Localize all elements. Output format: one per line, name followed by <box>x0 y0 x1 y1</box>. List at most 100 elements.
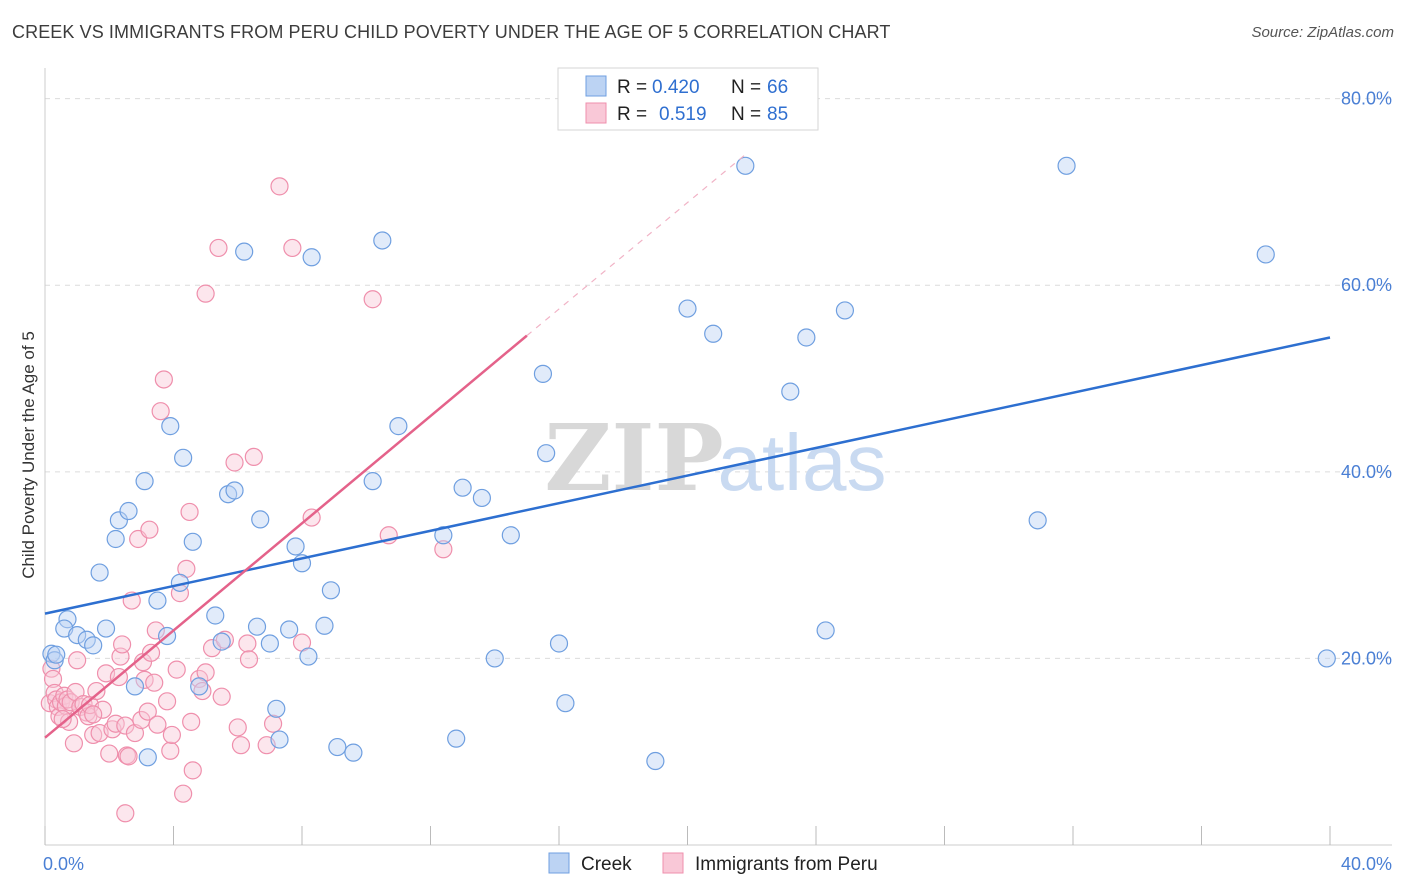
peru-point-54 <box>174 784 193 803</box>
peru-point-13 <box>64 734 84 753</box>
legend-r-value-creek: 0.420 <box>652 77 700 98</box>
peru-point-47 <box>151 402 170 421</box>
peru-point-66 <box>215 630 234 649</box>
creek-point-46 <box>447 729 466 748</box>
peru-point-79 <box>363 290 382 309</box>
peru-point-51 <box>162 725 181 745</box>
peru-point-64 <box>209 238 228 258</box>
peru-point-76 <box>283 238 302 258</box>
creek-point-22 <box>190 677 209 696</box>
peru-point-49 <box>157 692 177 711</box>
y-tick-label-60: 60.0% <box>1341 275 1392 295</box>
chart-title: CREEK VS IMMIGRANTS FROM PERU CHILD POVE… <box>12 22 891 42</box>
creek-point-43 <box>373 231 392 250</box>
y-tick-labels: 20.0% 40.0% 60.0% 80.0% <box>1341 89 1392 669</box>
creek-point-59 <box>781 382 800 401</box>
peru-point-24 <box>93 700 112 719</box>
peru-point-63 <box>202 639 222 658</box>
peru-trend-extension <box>526 154 746 337</box>
creek-point-39 <box>321 581 341 600</box>
peru-point-70 <box>238 634 257 653</box>
x-tick-labels: 0.0% 40.0% <box>43 854 1392 874</box>
y-tick-label-80: 80.0% <box>1341 89 1392 109</box>
peru-point-57 <box>182 712 201 731</box>
peru-point-81 <box>434 540 453 559</box>
creek-trend-line <box>44 336 1331 615</box>
creek-point-48 <box>472 488 491 508</box>
peru-point-82 <box>116 804 135 823</box>
creek-point-5 <box>68 625 87 645</box>
x-tick-label-max: 40.0% <box>1341 854 1392 874</box>
creek-point-36 <box>299 647 318 666</box>
creek-point-27 <box>235 242 254 261</box>
y-axis-label: Child Poverty Under the Age of 5 <box>19 331 38 579</box>
creek-point-13 <box>125 677 145 696</box>
peru-point-21 <box>84 725 103 745</box>
legend-n-value-creek: 66 <box>767 77 788 98</box>
creek-point-31 <box>267 699 286 718</box>
creek-point-30 <box>260 634 279 653</box>
legend-r-label-peru: R = <box>617 104 647 125</box>
creek-point-33 <box>280 620 299 639</box>
creek-point-40 <box>328 737 347 757</box>
creek-point-54 <box>556 694 575 713</box>
legend-n-label-creek: N = <box>731 77 761 98</box>
series-legend: Creek Immigrants from Peru <box>548 852 878 875</box>
creek-point-66 <box>1317 649 1336 668</box>
creek-point-51 <box>533 364 553 383</box>
y-tick-label-20: 20.0% <box>1341 648 1392 668</box>
peru-point-75 <box>270 177 289 196</box>
creek-point-56 <box>678 299 697 318</box>
peru-point-26 <box>100 744 119 763</box>
peru-point-42 <box>140 520 159 539</box>
legend-n-label-peru: N = <box>731 104 761 125</box>
peru-point-2 <box>43 669 63 689</box>
peru-point-58 <box>183 761 202 780</box>
peru-point-48 <box>154 370 173 389</box>
peru-point-33 <box>117 746 137 765</box>
peru-point-43 <box>141 643 161 662</box>
bottom-legend-swatch-peru <box>662 852 684 874</box>
watermark: ZIP atlas <box>544 404 886 512</box>
creek-point-64 <box>1057 156 1076 175</box>
creek-point-53 <box>549 634 569 653</box>
legend-n-value-peru: 85 <box>767 104 788 125</box>
creek-point-20 <box>174 448 193 467</box>
creek-point-57 <box>704 324 723 343</box>
creek-point-21 <box>183 532 202 551</box>
creek-point-11 <box>109 511 128 530</box>
source-label: Source: ZipAtlas.com <box>1251 24 1394 41</box>
creek-point-18 <box>161 417 180 436</box>
creek-point-49 <box>485 649 504 668</box>
creek-point-44 <box>389 417 408 436</box>
peru-trend-line <box>44 334 528 739</box>
peru-point-71 <box>239 650 259 669</box>
creek-point-2 <box>47 645 66 664</box>
creek-point-47 <box>453 478 472 497</box>
creek-point-26 <box>225 481 244 500</box>
creek-point-58 <box>736 156 755 175</box>
peru-point-44 <box>145 673 164 692</box>
peru-point-50 <box>161 741 180 760</box>
peru-point-46 <box>148 715 167 734</box>
peru-point-62 <box>196 284 215 303</box>
peru-point-45 <box>146 621 165 640</box>
creek-point-8 <box>90 563 109 582</box>
peru-point-84 <box>53 709 72 729</box>
creek-points <box>42 156 1336 771</box>
peru-point-56 <box>180 502 199 522</box>
peru-point-67 <box>225 453 244 472</box>
creek-point-61 <box>816 621 835 640</box>
peru-point-22 <box>87 681 106 701</box>
bottom-legend-label-creek: Creek <box>581 854 632 875</box>
creek-point-14 <box>135 472 154 491</box>
creek-point-65 <box>1256 245 1275 264</box>
correlation-legend: R = 0.420 N = 66 R = 0.519 N = 85 <box>557 67 819 131</box>
x-tick-label-min: 0.0% <box>43 854 84 874</box>
peru-point-68 <box>228 718 247 737</box>
legend-swatch-creek <box>585 75 607 97</box>
creek-point-12 <box>119 501 138 521</box>
creek-point-55 <box>646 751 665 771</box>
peru-point-41 <box>138 702 157 721</box>
peru-point-32 <box>116 716 135 735</box>
